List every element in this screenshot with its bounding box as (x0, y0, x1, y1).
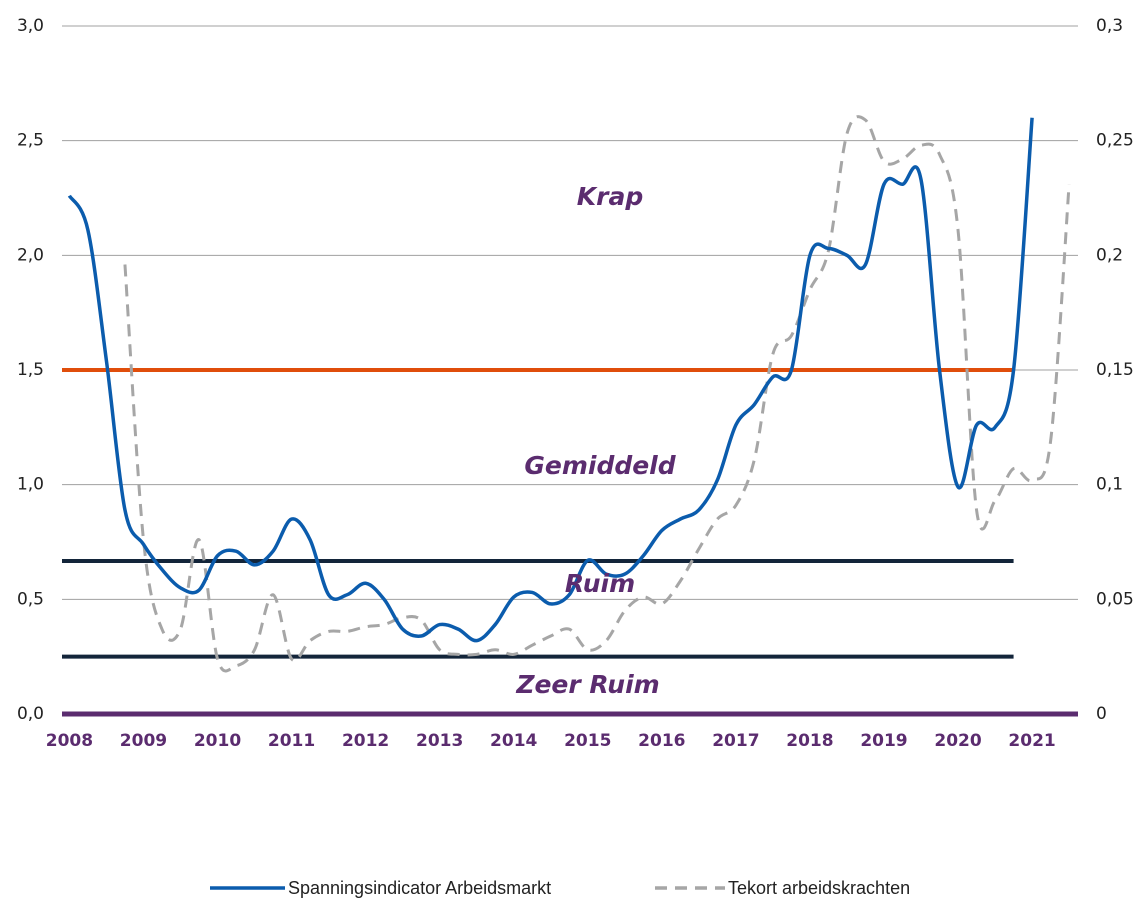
x-tick-label: 2013 (416, 731, 463, 751)
annotation: Gemiddeld (524, 451, 676, 480)
x-tick-label: 2009 (120, 731, 167, 751)
legend-label: Tekort arbeidskrachten (728, 878, 910, 898)
x-tick-label: 2016 (638, 731, 685, 751)
x-tick-label: 2011 (268, 731, 315, 751)
y-tick-label: 2,5 (17, 131, 44, 151)
x-tick-label: 2020 (934, 731, 981, 751)
y-tick-label: 0,5 (17, 589, 44, 609)
legend-item: Spanningsindicator Arbeidsmarkt (210, 878, 551, 898)
y-tick-label: 0,0 (17, 704, 44, 724)
legend-label: Spanningsindicator Arbeidsmarkt (288, 878, 551, 898)
y-tick-label: 1,0 (17, 475, 44, 495)
y-tick-label: 1,5 (17, 360, 44, 380)
y2-tick-label: 0,15 (1096, 360, 1134, 380)
y-tick-label: 2,0 (17, 245, 44, 265)
y2-tick-label: 0,3 (1096, 16, 1123, 36)
y2-tick-label: 0,25 (1096, 131, 1134, 151)
annotation: Krap (577, 182, 643, 211)
x-tick-label: 2014 (490, 731, 537, 751)
x-tick-label: 2019 (860, 731, 907, 751)
x-tick-label: 2012 (342, 731, 389, 751)
annotation: Zeer Ruim (515, 670, 659, 699)
series-line (123, 115, 1071, 673)
x-tick-label: 2008 (46, 731, 93, 751)
x-tick-label: 2018 (786, 731, 833, 751)
y2-tick-label: 0,05 (1096, 589, 1134, 609)
y2-tick-label: 0,2 (1096, 245, 1123, 265)
y2-tick-label: 0 (1096, 704, 1107, 724)
x-tick-label: 2021 (1008, 731, 1055, 751)
x-tick-label: 2017 (712, 731, 759, 751)
x-tick-label: 2015 (564, 731, 611, 751)
legend-item: Tekort arbeidskrachten (655, 878, 910, 898)
y-tick-label: 3,0 (17, 16, 44, 36)
y2-tick-label: 0,1 (1096, 475, 1123, 495)
series-line (67, 117, 1034, 643)
annotation: Ruim (565, 569, 635, 598)
x-tick-label: 2010 (194, 731, 241, 751)
